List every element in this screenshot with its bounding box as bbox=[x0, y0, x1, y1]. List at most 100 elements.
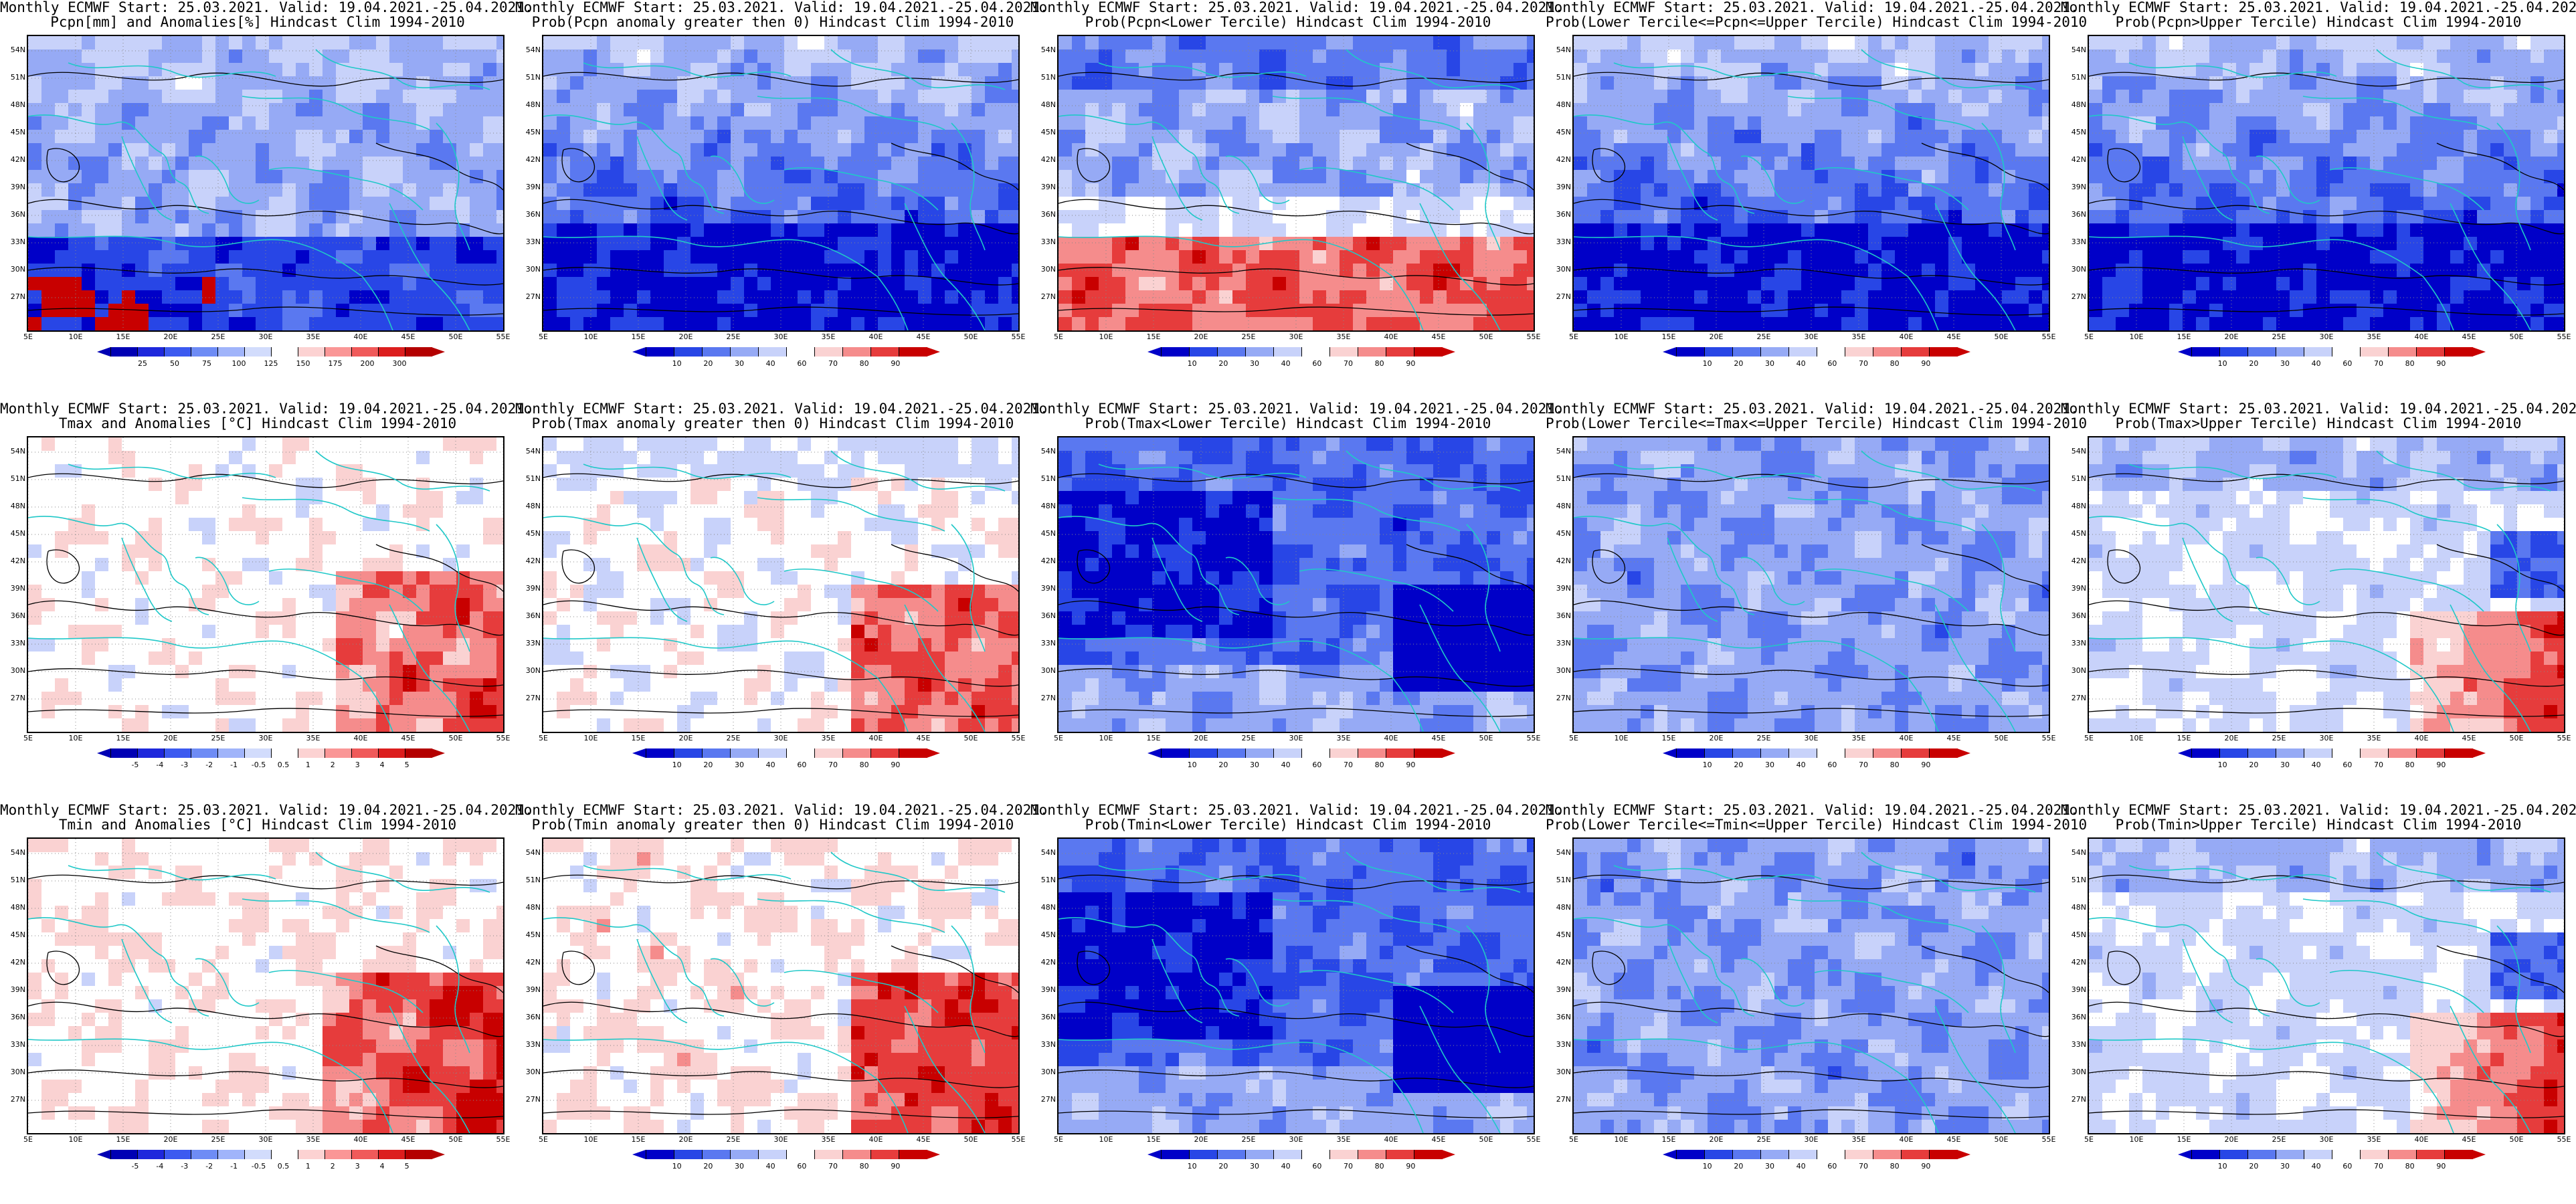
field-cell bbox=[175, 651, 189, 666]
field-cell bbox=[2249, 317, 2264, 330]
field-cell bbox=[336, 317, 350, 330]
field-cell bbox=[202, 49, 216, 64]
field-cell bbox=[1286, 277, 1300, 291]
field-cell bbox=[824, 277, 838, 291]
field-cell bbox=[215, 585, 229, 599]
field-cell bbox=[1286, 290, 1300, 304]
field-cell bbox=[985, 237, 999, 251]
field-cell bbox=[1748, 143, 1762, 157]
field-cell bbox=[811, 210, 825, 224]
field-cell bbox=[189, 290, 203, 304]
field-cell bbox=[2142, 76, 2156, 90]
field-cell bbox=[1125, 116, 1139, 130]
field-cell bbox=[323, 317, 337, 330]
field-cell bbox=[336, 143, 350, 157]
field-cell bbox=[162, 544, 176, 559]
field-cell bbox=[1500, 317, 1514, 330]
field-cell bbox=[1922, 130, 1936, 144]
field-cell bbox=[1868, 90, 1882, 104]
field-cell bbox=[2290, 143, 2304, 157]
field-cell bbox=[1587, 290, 1601, 304]
field-cell bbox=[2129, 250, 2143, 264]
field-cell bbox=[41, 157, 56, 171]
field-cell bbox=[2557, 116, 2564, 130]
longitude-label: 40E bbox=[1899, 332, 1914, 341]
field-cell bbox=[2437, 143, 2451, 157]
field-cell bbox=[1815, 76, 1829, 90]
colorbar-segment bbox=[2416, 347, 2445, 357]
field-cell bbox=[2169, 36, 2183, 50]
field-cell bbox=[1273, 304, 1287, 318]
field-cell bbox=[389, 464, 403, 478]
field-cell bbox=[1192, 250, 1206, 264]
field-cell bbox=[443, 464, 457, 478]
field-cell bbox=[1340, 36, 1354, 50]
field-cell bbox=[323, 237, 337, 251]
field-cell bbox=[95, 518, 109, 532]
field-cell bbox=[2169, 277, 2183, 291]
field-cell bbox=[2249, 277, 2264, 291]
field-cell bbox=[691, 157, 705, 171]
field-cell bbox=[1326, 130, 1340, 144]
field-cell bbox=[1473, 143, 1487, 157]
field-cell bbox=[945, 49, 959, 64]
field-cell bbox=[1948, 103, 1962, 117]
field-cell bbox=[2303, 90, 2317, 104]
field-cell bbox=[1761, 157, 1775, 171]
field-cell bbox=[824, 63, 838, 77]
field-cell bbox=[2015, 90, 2029, 104]
field-cell bbox=[1487, 157, 1501, 171]
field-cell bbox=[2490, 223, 2504, 237]
field-cell bbox=[1574, 183, 1588, 197]
field-cell bbox=[242, 183, 256, 197]
field-cell bbox=[1614, 76, 1628, 90]
field-cell bbox=[135, 223, 149, 237]
field-cell bbox=[2290, 317, 2304, 330]
field-cell bbox=[175, 611, 189, 625]
field-cell bbox=[95, 598, 109, 612]
field-cell bbox=[323, 183, 337, 197]
field-cell bbox=[323, 130, 337, 144]
field-cell bbox=[2531, 103, 2545, 117]
field-cell bbox=[1313, 237, 1327, 251]
field-cell bbox=[1627, 116, 1641, 130]
field-cell bbox=[704, 90, 718, 104]
field-cell bbox=[1801, 237, 1815, 251]
field-cell bbox=[1587, 116, 1601, 130]
field-cell bbox=[269, 478, 283, 492]
field-cell bbox=[135, 625, 149, 639]
field-cell bbox=[2423, 197, 2437, 211]
field-cell bbox=[1600, 36, 1615, 50]
field-cell bbox=[570, 103, 584, 117]
field-cell bbox=[95, 611, 109, 625]
field-cell bbox=[1393, 49, 1407, 64]
field-cell bbox=[135, 170, 149, 184]
field-cell bbox=[1654, 36, 1668, 50]
field-cell bbox=[1085, 130, 1099, 144]
field-cell bbox=[1574, 210, 1588, 224]
latitude-label: 30N bbox=[525, 265, 541, 274]
field-cell bbox=[162, 49, 176, 64]
longitude-label: 15E bbox=[1146, 332, 1161, 341]
field-cell bbox=[958, 36, 972, 50]
field-cell bbox=[704, 116, 718, 130]
field-cell bbox=[1841, 223, 1855, 237]
field-cell bbox=[771, 49, 785, 64]
field-cell bbox=[28, 598, 42, 612]
field-cell bbox=[122, 437, 136, 452]
field-cell bbox=[443, 544, 457, 559]
field-cell bbox=[1801, 197, 1815, 211]
field-cell bbox=[2477, 317, 2491, 330]
field-cell bbox=[68, 611, 82, 625]
field-cell bbox=[2531, 237, 2545, 251]
field-cell bbox=[2437, 170, 2451, 184]
field-cell bbox=[998, 63, 1012, 77]
field-cell bbox=[744, 197, 758, 211]
field-cell bbox=[570, 304, 584, 318]
field-cell bbox=[2029, 63, 2043, 77]
panel-title: Monthly ECMWF Start: 25.03.2021. Valid: … bbox=[0, 401, 533, 431]
field-cell bbox=[1721, 103, 1735, 117]
coastline bbox=[1098, 62, 1307, 78]
field-cell bbox=[336, 116, 350, 130]
latitude-label: 42N bbox=[10, 155, 25, 164]
